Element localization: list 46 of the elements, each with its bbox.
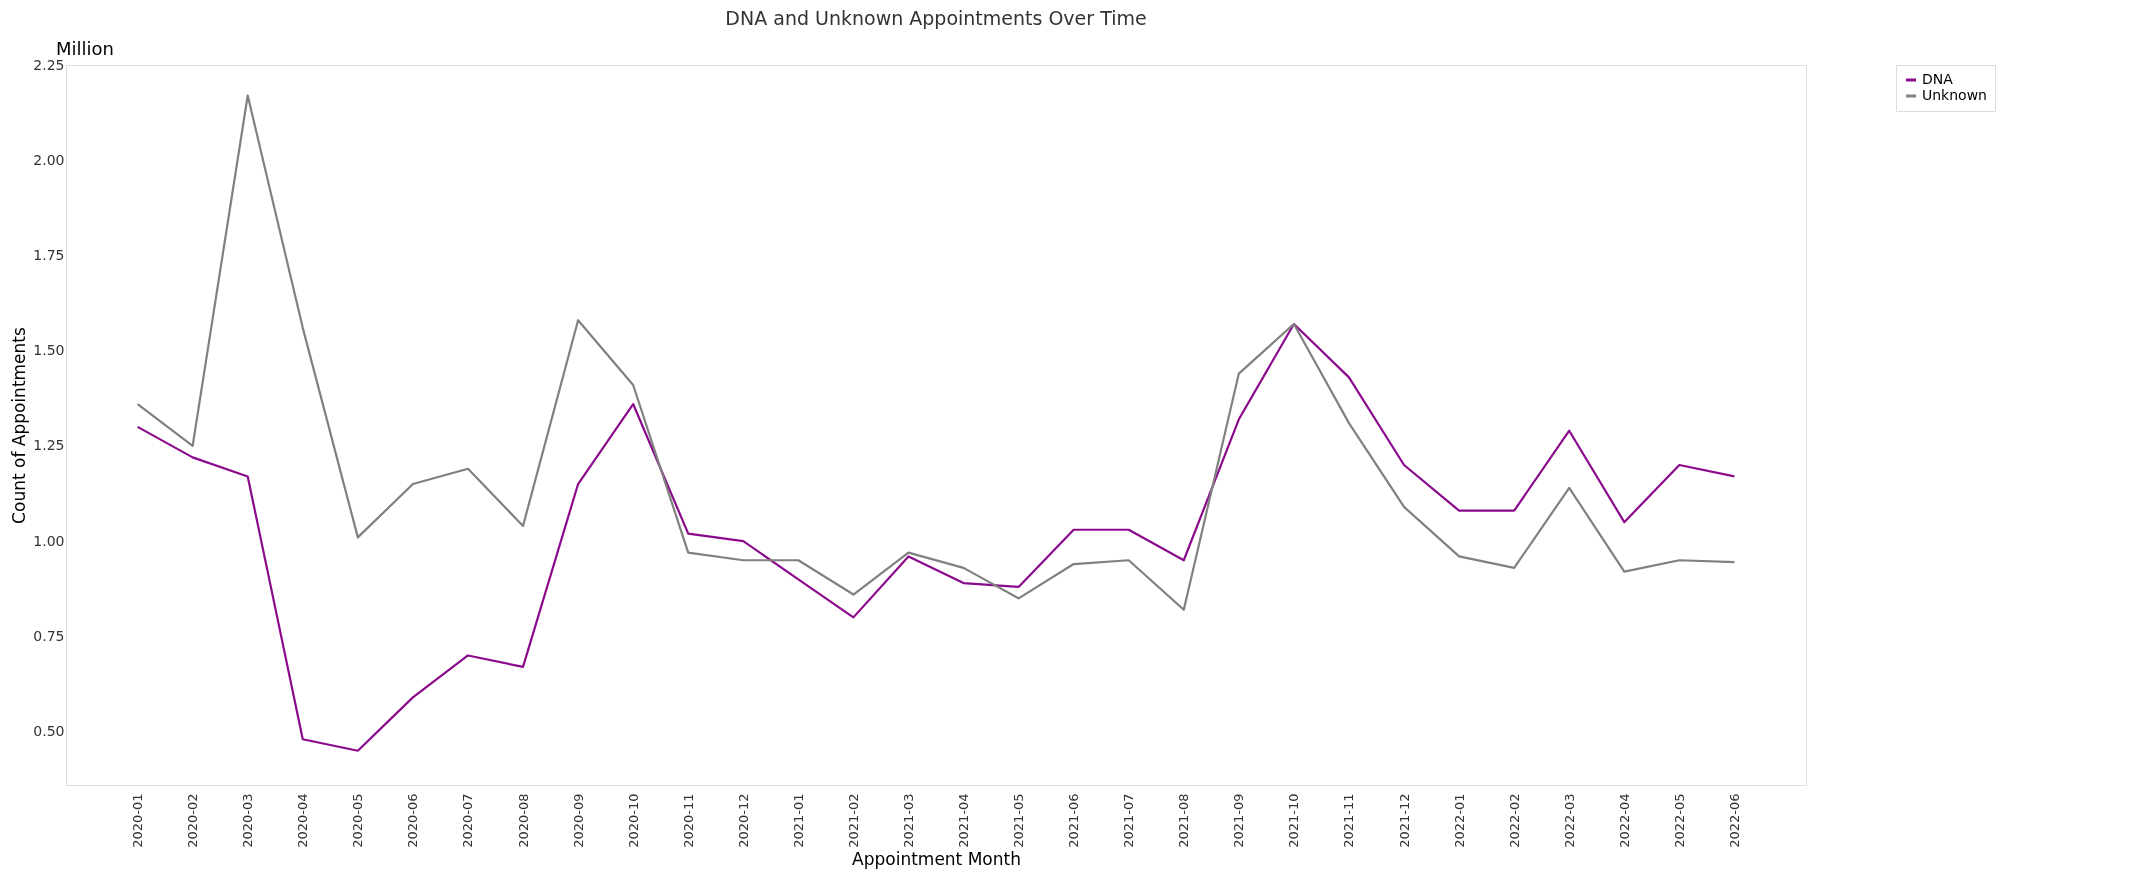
x-tick-label: 2022-04 [1616,793,1632,848]
x-tick-label: 2021-04 [956,793,972,848]
y-tick-label: 1.25 [33,437,65,454]
x-tick-label: 2022-02 [1506,793,1522,848]
y-tick-label: 0.50 [33,723,65,740]
x-tick-label: 2021-09 [1231,793,1247,848]
x-tick-label: 2020-05 [350,793,366,848]
chart-title: DNA and Unknown Appointments Over Time [725,7,1147,29]
line-series [136,322,1736,752]
y-tick-label: 1.50 [33,342,65,359]
x-tick-label: 2022-03 [1561,793,1577,848]
x-tick-label: 2021-08 [1176,793,1192,848]
y-tick-label: 2.25 [33,56,65,73]
y-tick-label: 1.00 [33,532,65,549]
x-tick-label: 2022-06 [1726,793,1742,848]
x-tick-label: 2021-01 [790,793,806,848]
x-tick-label: 2020-01 [130,793,146,848]
x-axis-title: Appointment Month [852,848,1021,869]
x-tick-label: 2022-01 [1451,793,1467,848]
x-tick-label: 2020-12 [735,793,751,848]
x-tick-label: 2020-11 [680,793,696,848]
x-tick-label: 2020-03 [240,793,256,848]
text: Million [56,38,114,59]
x-tick-label: 2020-09 [570,793,586,848]
x-tick-label: 2022-05 [1671,793,1687,848]
x-tick-label: 2020-02 [185,793,201,848]
x-tick-label: 2020-07 [460,793,476,848]
x-tick-label: 2021-02 [845,793,861,848]
y-tick-label: 0.75 [33,627,65,644]
x-tick-label: 2021-06 [1066,793,1082,848]
y-tick-label: 1.75 [33,246,65,263]
x-tick-label: 2020-06 [405,793,421,848]
x-tick-label: 2021-11 [1341,793,1357,848]
x-tick-label: 2020-04 [295,793,311,848]
x-tick-label: 2021-03 [900,793,916,848]
x-tick-label: 2020-08 [515,793,531,848]
y-axis-title: Count of Appointments [9,326,30,524]
legend-label: Unknown [1922,87,1987,103]
y-tick-label: 2.00 [33,151,65,168]
x-tick-label: 2021-07 [1121,793,1137,848]
line-series [136,94,1736,611]
x-tick-label: 2021-05 [1011,793,1027,848]
legend-label: DNA [1922,71,1954,87]
x-tick-label: 2021-10 [1286,793,1302,848]
x-tick-label: 2021-12 [1396,793,1412,848]
x-tick-label: 2020-10 [625,793,641,848]
